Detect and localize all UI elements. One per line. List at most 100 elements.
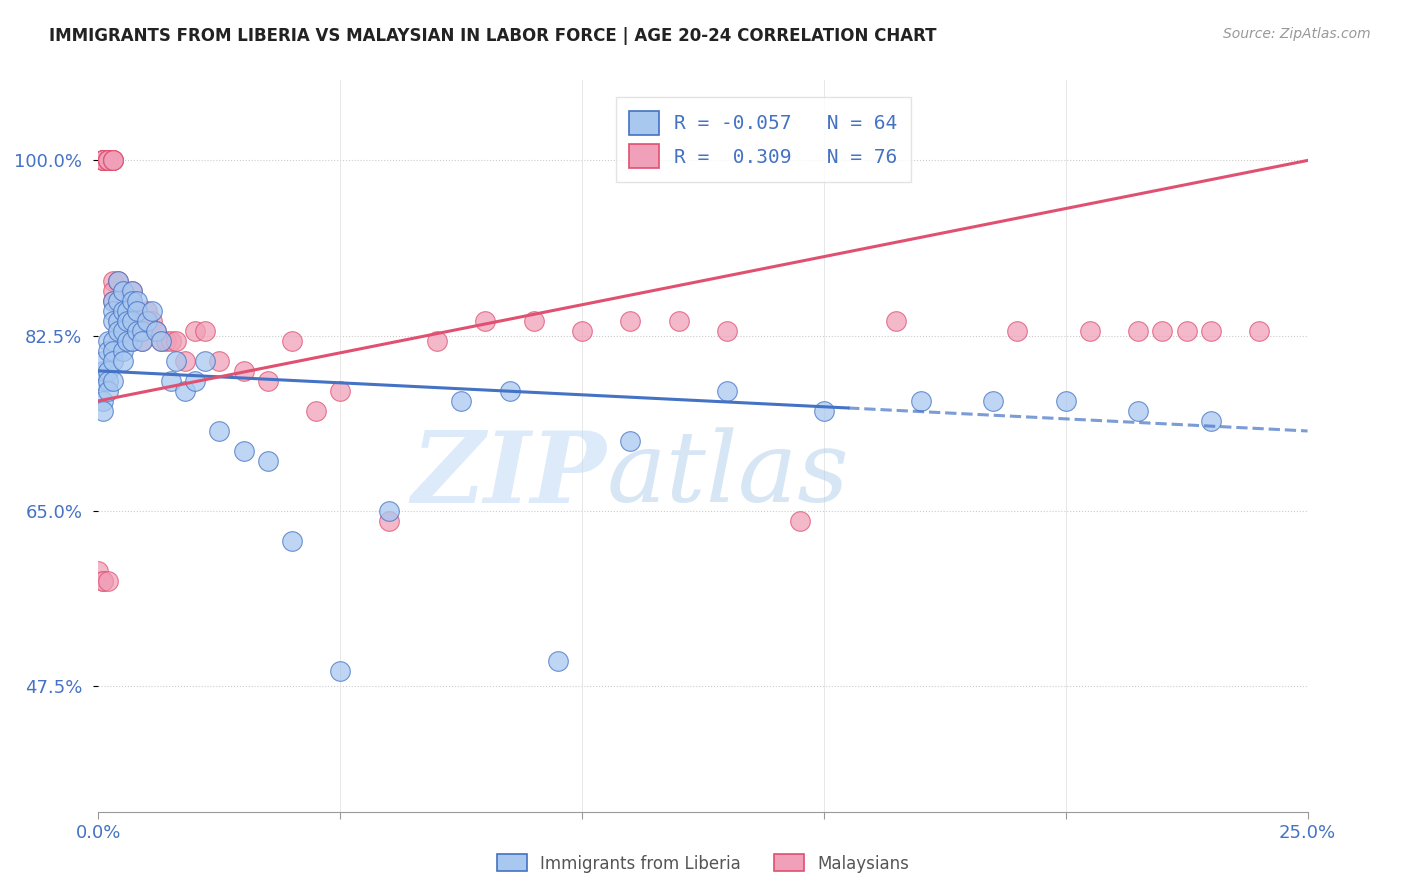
Point (111, 284, 134, 298)
Point (97, 153, 120, 168)
Point (131, 324, 153, 338)
Point (111, 303, 134, 318)
Point (111, 354, 134, 368)
Point (111, 324, 134, 338)
Point (111, 303, 134, 318)
Point (121, 314, 143, 328)
Text: atlas: atlas (606, 427, 849, 523)
Point (571, 324, 593, 338)
Point (1007, 324, 1029, 338)
Legend: Immigrants from Liberia, Malaysians: Immigrants from Liberia, Malaysians (491, 847, 915, 880)
Point (127, 303, 149, 318)
Point (329, 665, 352, 679)
Point (117, 293, 139, 308)
Point (91, 153, 114, 168)
Point (716, 324, 738, 338)
Point (377, 504, 399, 518)
Point (668, 314, 690, 328)
Point (547, 655, 569, 669)
Point (101, 274, 124, 288)
Point (910, 393, 932, 408)
Point (523, 314, 546, 328)
Point (789, 514, 811, 528)
Point (1128, 324, 1150, 338)
Point (194, 354, 217, 368)
Point (91, 574, 114, 589)
Point (1128, 404, 1150, 418)
Point (121, 284, 143, 298)
Point (117, 303, 139, 318)
Point (174, 384, 197, 398)
Point (127, 324, 149, 338)
Point (305, 404, 328, 418)
Point (91, 153, 114, 168)
Point (281, 534, 304, 549)
Point (194, 324, 217, 338)
Point (91, 153, 114, 168)
Point (107, 274, 129, 288)
Point (184, 324, 207, 338)
Point (1249, 324, 1271, 338)
Point (121, 334, 143, 348)
Point (91, 153, 114, 168)
Point (121, 293, 143, 308)
Point (97, 153, 120, 168)
Point (174, 354, 197, 368)
Point (97, 384, 120, 398)
Point (208, 354, 231, 368)
Point (131, 334, 153, 348)
Point (101, 303, 124, 318)
Point (165, 354, 187, 368)
Point (91, 153, 114, 168)
Point (145, 324, 167, 338)
Point (107, 293, 129, 308)
Point (135, 314, 157, 328)
Point (127, 314, 149, 328)
Point (91, 374, 114, 388)
Point (1199, 324, 1222, 338)
Point (160, 374, 183, 388)
Point (150, 334, 173, 348)
Point (91, 153, 114, 168)
Legend: R = -0.057   N = 64, R =  0.309   N = 76: R = -0.057 N = 64, R = 0.309 N = 76 (616, 97, 911, 182)
Point (101, 293, 124, 308)
Point (127, 303, 149, 318)
Point (474, 314, 496, 328)
Point (619, 314, 641, 328)
Point (813, 404, 835, 418)
Point (141, 303, 163, 318)
Point (101, 343, 124, 358)
Point (1078, 324, 1101, 338)
Point (208, 424, 231, 438)
Point (160, 334, 183, 348)
Point (256, 374, 278, 388)
Point (97, 374, 120, 388)
Point (184, 374, 207, 388)
Point (101, 354, 124, 368)
Point (97, 364, 120, 378)
Point (107, 314, 129, 328)
Point (91, 364, 114, 378)
Point (111, 343, 134, 358)
Point (97, 153, 120, 168)
Point (127, 293, 149, 308)
Point (619, 434, 641, 448)
Point (329, 384, 352, 398)
Point (107, 334, 129, 348)
Point (97, 334, 120, 348)
Point (101, 334, 124, 348)
Point (281, 334, 304, 348)
Point (87, 564, 110, 578)
Point (91, 393, 114, 408)
Point (1152, 324, 1174, 338)
Point (97, 574, 120, 589)
Point (498, 384, 520, 398)
Point (101, 153, 124, 168)
Point (131, 324, 153, 338)
Point (117, 334, 139, 348)
Point (97, 343, 120, 358)
Point (377, 514, 399, 528)
Point (141, 314, 163, 328)
Point (101, 374, 124, 388)
Point (91, 354, 114, 368)
